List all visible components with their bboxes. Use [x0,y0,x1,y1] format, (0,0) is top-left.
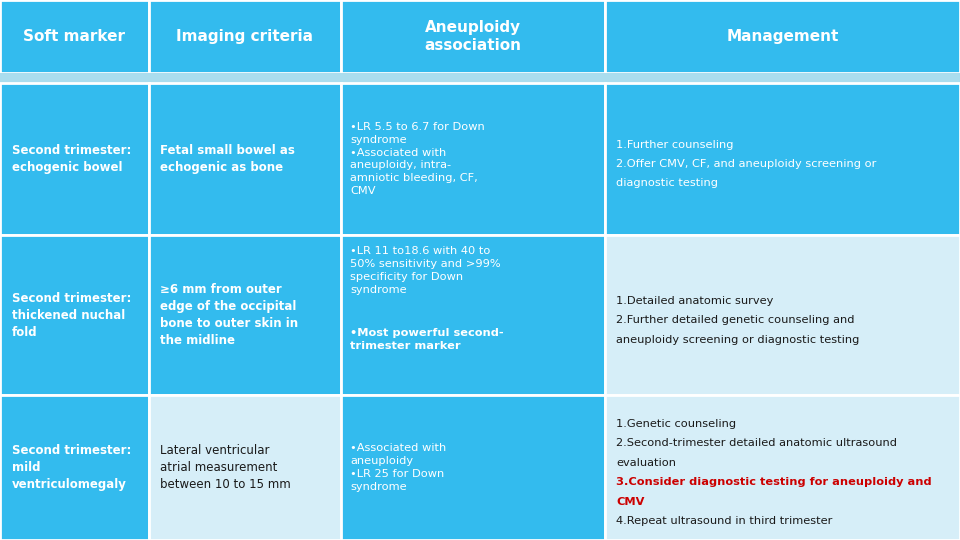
FancyBboxPatch shape [0,395,149,540]
Text: Imaging criteria: Imaging criteria [177,29,313,44]
FancyBboxPatch shape [149,0,341,73]
Text: 1.Further counseling: 1.Further counseling [616,139,733,150]
FancyBboxPatch shape [341,83,605,235]
Text: aneuploidy screening or diagnostic testing: aneuploidy screening or diagnostic testi… [616,334,860,345]
Text: CMV: CMV [616,496,645,507]
FancyBboxPatch shape [0,73,960,83]
Text: •Most powerful second-
trimester marker: •Most powerful second- trimester marker [350,328,504,350]
Text: 1.Genetic counseling: 1.Genetic counseling [616,419,736,429]
FancyBboxPatch shape [149,235,341,395]
Text: Lateral ventricular
atrial measurement
between 10 to 15 mm: Lateral ventricular atrial measurement b… [160,444,291,491]
FancyBboxPatch shape [0,0,149,73]
FancyBboxPatch shape [149,395,341,540]
Text: diagnostic testing: diagnostic testing [616,178,718,188]
Text: 2.Further detailed genetic counseling and: 2.Further detailed genetic counseling an… [616,315,854,325]
Text: ≥6 mm from outer
edge of the occipital
bone to outer skin in
the midline: ≥6 mm from outer edge of the occipital b… [160,283,299,347]
FancyBboxPatch shape [605,83,960,235]
Text: Second trimester:
mild
ventriculomegaly: Second trimester: mild ventriculomegaly [12,444,131,491]
Text: 4.Repeat ultrasound in third trimester: 4.Repeat ultrasound in third trimester [616,516,832,526]
Text: Second trimester:
thickened nuchal
fold: Second trimester: thickened nuchal fold [12,292,131,339]
FancyBboxPatch shape [605,395,960,540]
Text: Second trimester:
echogenic bowel: Second trimester: echogenic bowel [12,144,131,174]
Text: •LR 11 to18.6 with 40 to
50% sensitivity and >99%
specificity for Down
syndrome: •LR 11 to18.6 with 40 to 50% sensitivity… [350,246,501,307]
FancyBboxPatch shape [605,0,960,73]
Text: 2.Offer CMV, CF, and aneuploidy screening or: 2.Offer CMV, CF, and aneuploidy screenin… [616,159,876,169]
Text: •LR 5.5 to 6.7 for Down
syndrome
•Associated with
aneuploidy, intra-
amniotic bl: •LR 5.5 to 6.7 for Down syndrome •Associ… [350,122,485,196]
Text: 1.Detailed anatomic survey: 1.Detailed anatomic survey [616,295,774,306]
FancyBboxPatch shape [0,235,149,395]
FancyBboxPatch shape [341,0,605,73]
FancyBboxPatch shape [341,235,605,395]
Text: Management: Management [726,29,839,44]
Text: Fetal small bowel as
echogenic as bone: Fetal small bowel as echogenic as bone [160,144,295,174]
Text: Soft marker: Soft marker [23,29,126,44]
Text: •Associated with
aneuploidy
•LR 25 for Down
syndrome: •Associated with aneuploidy •LR 25 for D… [350,443,446,491]
FancyBboxPatch shape [149,83,341,235]
Text: Aneuploidy
association: Aneuploidy association [424,20,521,53]
FancyBboxPatch shape [341,395,605,540]
FancyBboxPatch shape [0,83,149,235]
Text: 2.Second-trimester detailed anatomic ultrasound: 2.Second-trimester detailed anatomic ult… [616,438,898,448]
Text: evaluation: evaluation [616,457,676,468]
Text: 3.Consider diagnostic testing for aneuploidy and: 3.Consider diagnostic testing for aneupl… [616,477,932,487]
FancyBboxPatch shape [605,235,960,395]
